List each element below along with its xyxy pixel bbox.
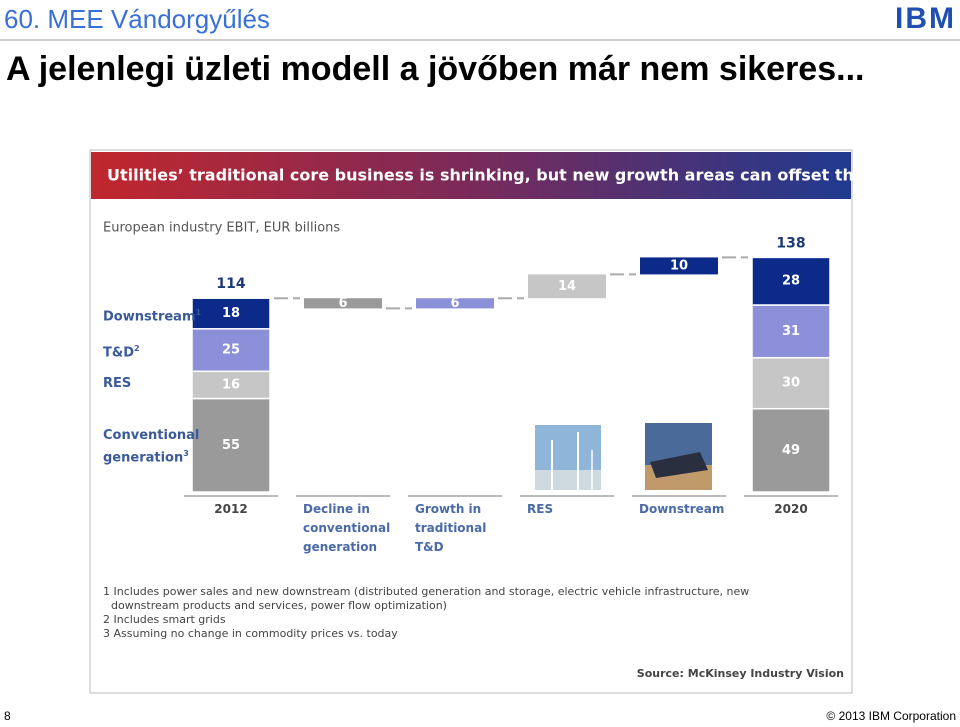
segment-label: 16 <box>222 377 240 392</box>
legend-name: T&D <box>103 345 134 361</box>
solar-photo <box>645 423 712 490</box>
change-label: 14 <box>558 279 576 294</box>
footnote: 3 Assuming no change in commodity prices… <box>103 627 398 640</box>
footnote: 1 Includes power sales and new downstrea… <box>103 585 750 612</box>
total-label: 138 <box>776 235 805 251</box>
legend-label: RES <box>103 375 189 393</box>
page-number: 8 <box>4 709 11 723</box>
change-label: 6 <box>338 296 347 311</box>
legend-label: T&D2 <box>103 340 189 362</box>
footnote-marker: 3 <box>183 449 189 459</box>
legend-label: Conventional generation3 <box>103 427 199 467</box>
legend-label: Downstream1 <box>103 304 201 326</box>
segment-label: 55 <box>222 438 240 453</box>
legend-name: RES <box>103 375 132 391</box>
chart-title: Utilities’ traditional core business is … <box>107 166 935 185</box>
x-tick-label: RES <box>527 502 554 516</box>
segment-label: 31 <box>782 324 800 339</box>
change-bar <box>640 257 718 275</box>
x-tick-label: Downstream <box>639 502 725 516</box>
segment-label: 25 <box>222 343 240 358</box>
footnote-marker: 1 <box>195 307 202 317</box>
stack-segment <box>751 356 831 410</box>
chart-subtitle: European industry EBIT, EUR billions <box>103 221 340 236</box>
source: Source: McKinsey Industry Vision <box>636 667 844 680</box>
footnote-marker: 2 <box>134 344 140 354</box>
change-bar <box>304 298 382 309</box>
copyright: © 2013 IBM Corporation <box>826 709 956 723</box>
change-bar <box>528 274 606 299</box>
change-label: 6 <box>450 296 459 311</box>
stack-segment <box>191 328 271 373</box>
footnote: 2 Includes smart grids <box>103 613 226 626</box>
segment-label: 28 <box>782 274 800 289</box>
slide-title: A jelenlegi üzleti modell a jövőben már … <box>6 50 865 88</box>
stack-segment <box>751 304 831 359</box>
legend-name: Conventional generation <box>103 428 200 466</box>
logo: IBM <box>895 2 956 35</box>
change-bar <box>416 298 494 309</box>
segment-label: 49 <box>782 443 800 458</box>
stack-segment <box>751 407 831 493</box>
chart-header <box>91 152 851 199</box>
stack-segment <box>751 256 831 306</box>
total-label: 114 <box>216 276 245 292</box>
change-label: 10 <box>670 258 688 273</box>
segment-label: 18 <box>222 306 240 321</box>
x-tick-label: 2020 <box>774 502 808 516</box>
x-tick-label: 2012 <box>214 502 248 516</box>
wind-photo <box>535 425 601 490</box>
stack-segment <box>191 297 271 330</box>
segment-label: 30 <box>782 376 800 391</box>
legend-name: Downstream <box>103 308 196 324</box>
x-tick-label: Decline in conventional generation <box>303 502 391 554</box>
x-tick-label: Growth in traditional T&D <box>415 502 487 554</box>
event-name: 60. MEE Vándorgyűlés <box>4 4 270 34</box>
stack-segment <box>191 370 271 400</box>
